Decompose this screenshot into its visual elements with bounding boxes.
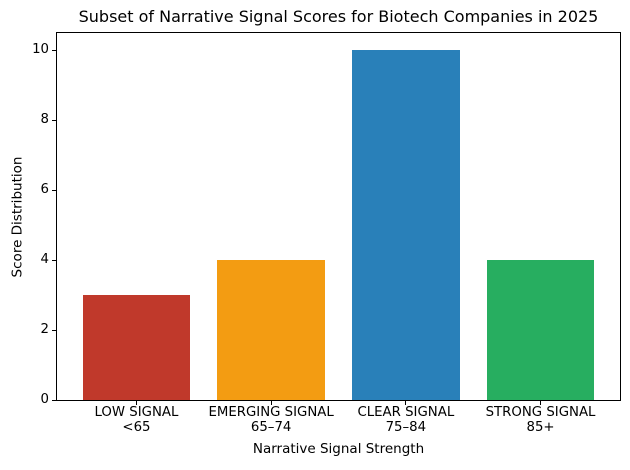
x-tick-label-line1: LOW SIGNAL	[94, 405, 179, 420]
y-tick-label: 2	[40, 322, 49, 338]
x-tick-mark	[540, 401, 542, 405]
x-tick-label-line1: EMERGING SIGNAL	[208, 405, 334, 420]
y-tick-label: 0	[40, 392, 49, 407]
x-tick-label-line1: CLEAR SIGNAL	[357, 405, 455, 420]
y-tick-mark	[52, 189, 56, 191]
x-tick-label-line2: 65–74	[250, 420, 292, 435]
x-tick-mark	[135, 401, 137, 405]
x-tick-label-line2: <65	[122, 420, 151, 435]
y-tick-mark	[52, 119, 56, 121]
bar-emerging-signal	[217, 260, 326, 400]
bar-clear-signal	[351, 50, 460, 400]
plot-area	[56, 32, 621, 401]
x-tick-mark	[270, 401, 272, 405]
y-tick-label: 8	[40, 112, 49, 128]
x-tick-label: LOW SIGNAL <65	[95, 405, 179, 435]
x-tick-label-line2: 85+	[526, 420, 555, 435]
x-tick-mark	[405, 401, 407, 405]
x-tick-label-line1: STRONG SIGNAL	[485, 405, 596, 420]
y-tick-mark	[52, 329, 56, 331]
bar-low-signal	[82, 295, 191, 400]
chart-title: Subset of Narrative Signal Scores for Bi…	[78, 7, 599, 26]
x-axis-label: Narrative Signal Strength	[252, 441, 425, 457]
x-tick-label: STRONG SIGNAL 85+	[486, 405, 596, 435]
y-tick-mark	[52, 49, 56, 51]
y-tick-label: 10	[32, 42, 49, 58]
bar-strong-signal	[486, 260, 595, 400]
x-tick-label: CLEAR SIGNAL 75–84	[357, 405, 454, 435]
x-tick-label: EMERGING SIGNAL 65–74	[208, 405, 333, 435]
y-tick-mark	[52, 259, 56, 261]
y-tick-label: 6	[40, 182, 49, 198]
x-tick-label-line2: 75–84	[385, 420, 427, 435]
y-tick-label: 4	[40, 252, 49, 268]
y-axis-label: Score Distribution	[9, 156, 26, 278]
y-tick-mark	[52, 399, 56, 401]
